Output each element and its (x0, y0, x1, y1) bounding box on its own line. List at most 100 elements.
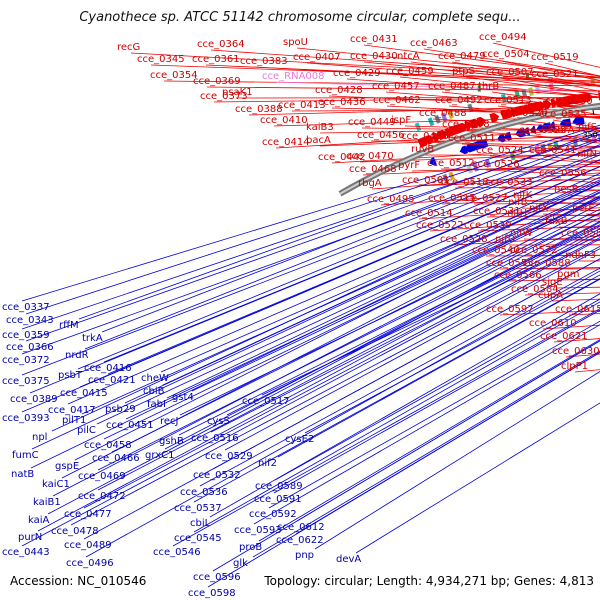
leader-line (477, 225, 600, 232)
gene-label-reverse: psb29 (105, 404, 136, 415)
gene-label-reverse: cce_0466 (92, 453, 140, 464)
gene-label-reverse: cce_0458 (84, 440, 132, 451)
gene-label-reverse: devA (336, 554, 361, 565)
gene-label-reverse: cce_0536 (180, 487, 228, 498)
leader-line (191, 197, 600, 392)
leader-line (37, 230, 600, 532)
gene-label-forward: cce_0521 (531, 69, 579, 80)
leader-line (61, 203, 600, 479)
leader-line (52, 212, 600, 497)
gene-label-forward: cce_0383 (240, 56, 288, 67)
gene-label-reverse: rffM (59, 320, 79, 331)
leader-line (163, 80, 600, 87)
gene-label-reverse: cbiL (190, 518, 211, 529)
gene-label-reverse: glk (233, 558, 248, 569)
leader-line (21, 238, 600, 547)
gene-label-forward: cce_0555 (486, 258, 534, 269)
gene-label-rna: cce_RNA008 (262, 71, 325, 82)
gene-label-forward: cce_0621 (540, 331, 588, 342)
gene-label-reverse: fumC (12, 450, 39, 461)
backbone-highlight (339, 104, 600, 195)
map-title: Cyanothece sp. ATCC 51142 chromosome cir… (79, 10, 521, 25)
leader-line (453, 235, 600, 246)
gene-label-forward: rbgA (358, 178, 382, 189)
leader-line (423, 48, 600, 77)
gene-label-reverse: cce_0416 (84, 363, 132, 374)
gene-label-forward: cce_0428 (315, 85, 363, 96)
leader-line (97, 228, 600, 491)
leader-line (252, 350, 600, 558)
leader-line (485, 169, 600, 177)
gene-label-forward: petE (572, 203, 595, 214)
gene-label-forward: nifK (513, 190, 533, 201)
leader-line (74, 195, 600, 461)
leader-line (209, 293, 600, 518)
leader-line (81, 181, 600, 415)
gene-label-forward: cce_0507 (486, 67, 534, 78)
gene-label-reverse: cce_0375 (2, 376, 50, 387)
gene-label-forward: hesB (554, 184, 579, 195)
label-leader-lines (21, 42, 600, 588)
reverse-cds (572, 116, 585, 126)
gene-label-reverse: grxC1 (145, 450, 174, 461)
gene-label-reverse: cce_0393 (2, 413, 50, 424)
gene-label-forward: nifW (510, 228, 533, 239)
gene-label-reverse: kaiB1 (33, 497, 61, 508)
gene-label-forward: cce_0407 (293, 52, 341, 63)
gene-label-forward: cce_0587 (561, 228, 600, 239)
gene-label-reverse: recJ (160, 416, 179, 427)
accession-text: Accession: NC_010546 (10, 574, 147, 588)
leader-line (451, 61, 600, 86)
gene-label-forward: cce_0615 (555, 304, 600, 315)
forward-cds (550, 98, 558, 109)
gene-label-reverse: gspE (55, 461, 79, 472)
gene-label-forward: cce_0508 (442, 119, 490, 130)
gene-label-forward: cce_0610 (529, 318, 577, 329)
gene-label-forward: cce_0566 (494, 270, 542, 281)
gene-label-forward: cce_0354 (150, 70, 198, 81)
gene-label-forward: thrB (478, 81, 499, 92)
gene-label-forward: cce_0413 (278, 100, 326, 111)
leader-line (21, 166, 600, 413)
leader-line (29, 159, 600, 394)
kbp-ticks: 350 kbp400 kbp450 kbp500 kbp550 kbp600 k… (583, 109, 600, 140)
gene-label-reverse: cce_0415 (60, 388, 108, 399)
gene-label-reverse: gshB (159, 436, 184, 447)
leader-line (441, 197, 600, 205)
gene-label-reverse: nif2 (258, 458, 277, 469)
gene-label-forward: cce_0533 (485, 177, 533, 188)
leader-line (268, 320, 600, 509)
cog-feature (447, 110, 454, 120)
gene-label-reverse: cce_0612 (277, 522, 325, 533)
leader-line (274, 298, 600, 481)
gene-label-forward: cce_0457 (372, 81, 420, 92)
gene-label-forward: cce_0514 (405, 208, 453, 219)
gene-label-reverse: cce_0359 (2, 330, 50, 341)
cog-feature (528, 87, 534, 96)
gene-label-reverse: cysS (207, 416, 230, 427)
gene-label-forward: cce_0442 (318, 152, 366, 163)
leader-line (25, 137, 600, 342)
leader-line (70, 245, 600, 526)
gc-mark (526, 73, 529, 79)
gene-label-forward: cce_0501 (402, 175, 450, 186)
gene-label-reverse: cheW (141, 373, 169, 384)
leader-line (21, 145, 600, 355)
forward-cds (431, 132, 441, 143)
leader-line (432, 118, 600, 129)
leader-line (30, 192, 600, 469)
summary-text: Topology: circular; Length: 4,934,271 bp… (264, 574, 594, 588)
gene-label-forward: cce_0535 (539, 109, 587, 120)
leader-line (346, 78, 600, 98)
leader-line (495, 59, 600, 81)
gene-label-reverse: cce_0598 (188, 588, 236, 599)
gene-label-reverse: cbiB (143, 386, 165, 397)
gene-label-forward: fdxB (545, 216, 568, 227)
leader-line (125, 196, 600, 420)
gene-label-forward: cce_0522 (416, 220, 464, 231)
leader-line (97, 217, 600, 471)
gene-label-forward: kaiB3 (306, 122, 334, 133)
leader-line (415, 178, 600, 187)
gene-label-reverse: cce_0343 (6, 315, 54, 326)
